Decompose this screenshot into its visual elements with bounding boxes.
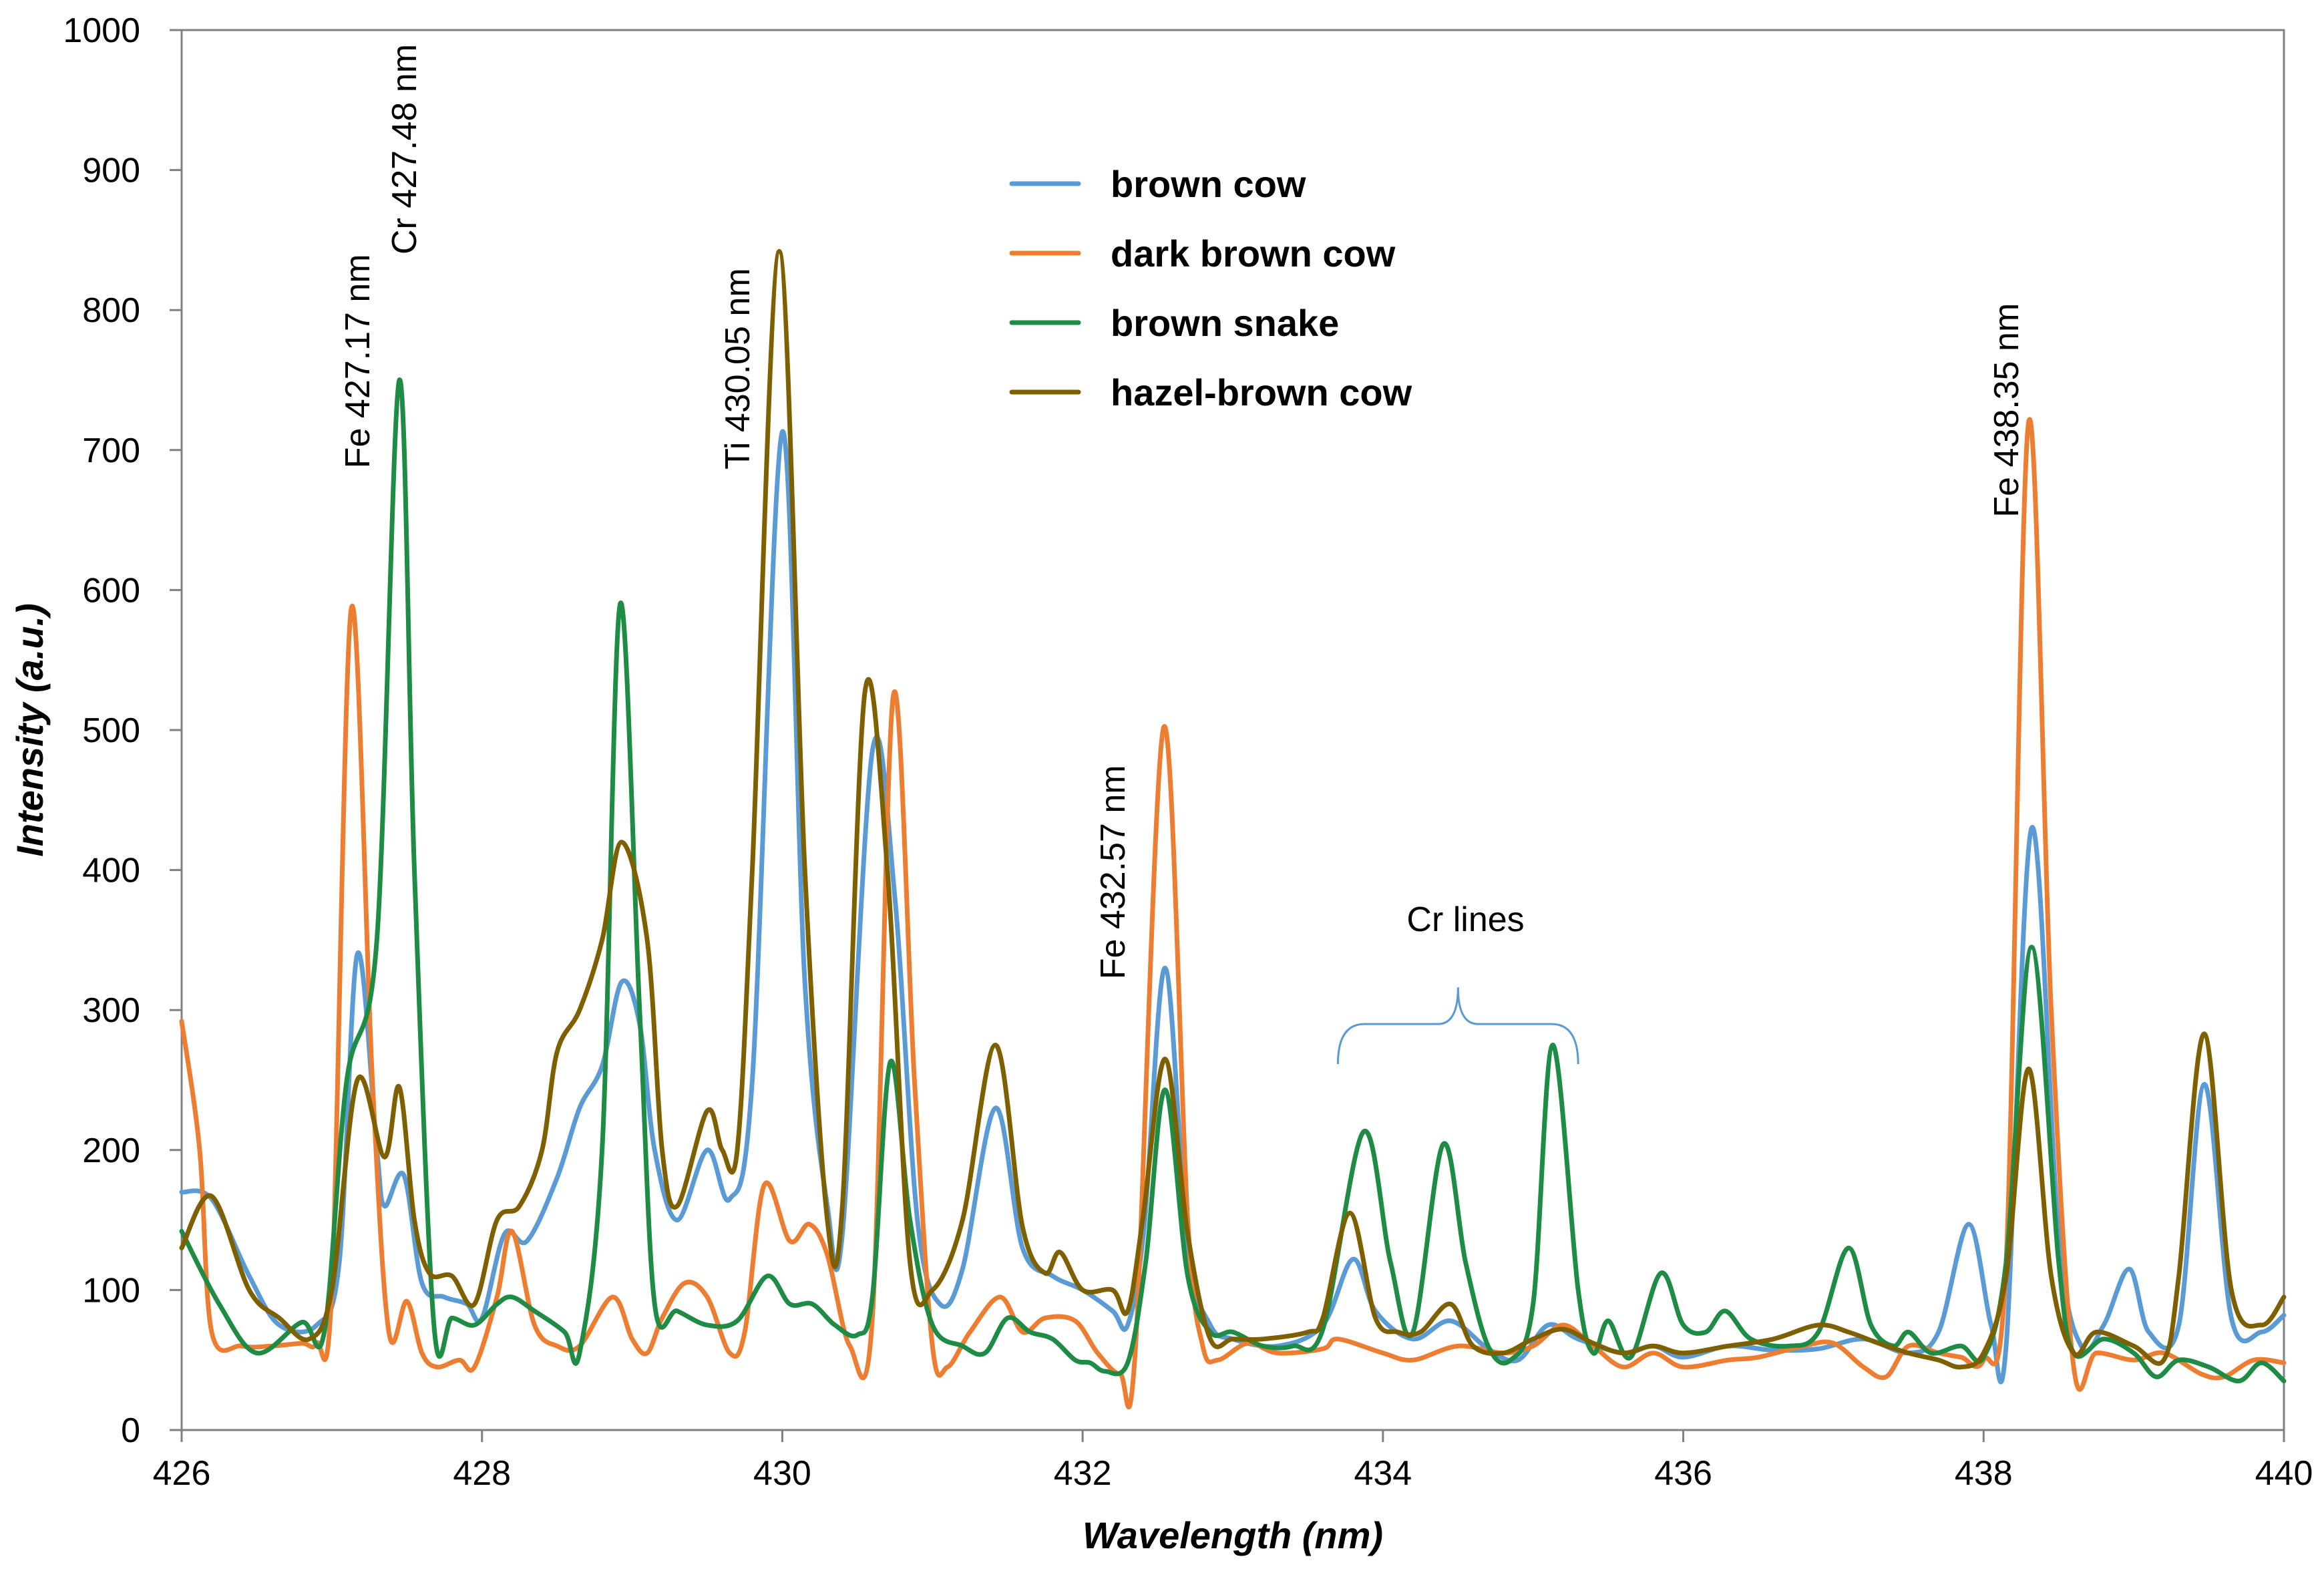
legend-label: brown snake bbox=[1111, 302, 1339, 344]
y-tick-label: 200 bbox=[82, 1131, 140, 1170]
cr-lines-label: Cr lines bbox=[1406, 900, 1524, 939]
series-line-brown-snake bbox=[179, 377, 2287, 1384]
bracket-shape bbox=[1336, 987, 1579, 1065]
x-tick-label: 438 bbox=[1955, 1454, 2013, 1493]
y-tick-label: 500 bbox=[82, 711, 140, 750]
y-tick-label: 0 bbox=[121, 1411, 140, 1450]
x-tick-label: 428 bbox=[453, 1454, 511, 1493]
peak-label: Fe 438.35 nm bbox=[1987, 303, 2026, 518]
x-axis-title: Wavelength (nm) bbox=[1083, 1514, 1383, 1556]
legend-label: dark brown cow bbox=[1111, 232, 1396, 275]
legend: brown cow dark brown cow brown snake hazel-… bbox=[1009, 163, 1412, 413]
legend-label: hazel-brown cow bbox=[1111, 371, 1412, 413]
peak-label: Fe 427.17 nm bbox=[339, 254, 377, 468]
y-axis: 0 100 200 300 400 500 600 700 800 900 1000 bbox=[63, 11, 182, 1450]
y-tick-label: 600 bbox=[82, 571, 140, 610]
series-line-dark-brown-cow bbox=[179, 417, 2287, 1410]
x-tick-label: 426 bbox=[153, 1454, 211, 1493]
x-tick-label: 440 bbox=[2255, 1454, 2313, 1493]
x-tick-label: 430 bbox=[753, 1454, 811, 1493]
y-tick-label: 100 bbox=[82, 1271, 140, 1310]
y-tick-label: 1000 bbox=[63, 11, 140, 50]
peak-label: Ti 430.05 nm bbox=[719, 268, 757, 470]
cr-lines-bracket bbox=[1336, 987, 1579, 1065]
series-layer bbox=[179, 248, 2287, 1410]
y-tick-label: 800 bbox=[82, 291, 140, 330]
x-axis: 426 428 430 432 434 436 438 440 bbox=[153, 1430, 2313, 1493]
x-tick-label: 434 bbox=[1354, 1454, 1412, 1493]
series-line-hazel-brown-cow bbox=[179, 248, 2287, 1370]
x-tick-label: 436 bbox=[1654, 1454, 1712, 1493]
y-tick-label: 300 bbox=[82, 991, 140, 1030]
peak-label: Cr 427.48 nm bbox=[385, 44, 424, 254]
y-tick-label: 900 bbox=[82, 152, 140, 190]
y-tick-label: 400 bbox=[82, 852, 140, 890]
x-tick-label: 432 bbox=[1054, 1454, 1112, 1493]
legend-label: brown cow bbox=[1111, 163, 1306, 205]
peak-label: Fe 432.57 nm bbox=[1094, 765, 1133, 979]
y-axis-title: Intensity (a.u.) bbox=[9, 603, 51, 857]
y-tick-label: 700 bbox=[82, 431, 140, 470]
